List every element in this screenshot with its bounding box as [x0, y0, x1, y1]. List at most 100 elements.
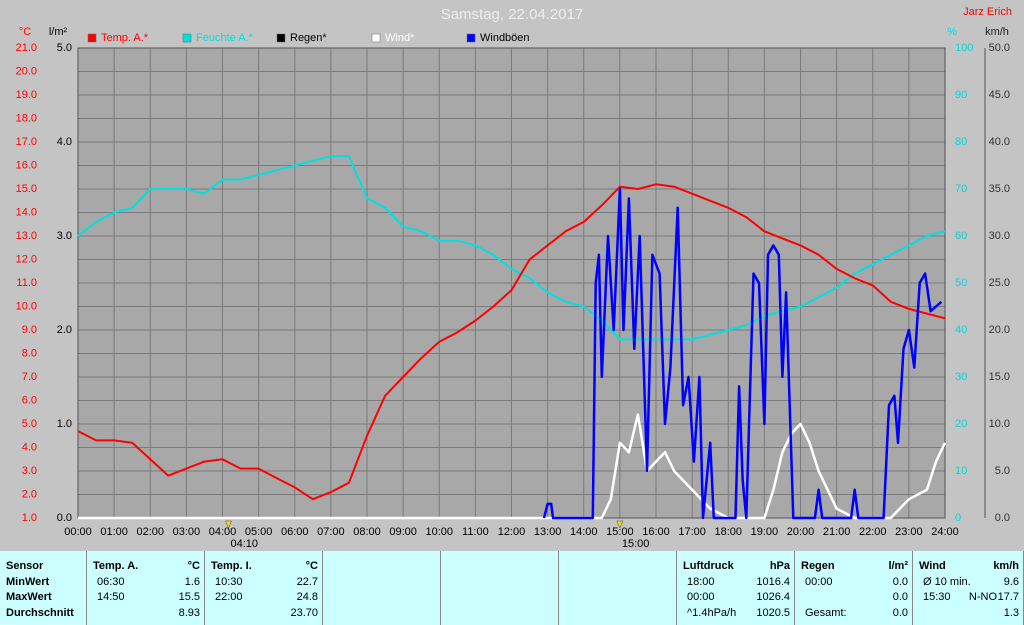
y4-tick-label: 10.0	[989, 418, 1010, 430]
x-tick-label: 06:00	[281, 526, 309, 538]
y4-tick-label: 50.0	[989, 42, 1010, 54]
y-tick-label: 3.0	[22, 465, 37, 477]
legend-label: Temp. A.*	[101, 32, 149, 44]
table-column: Temp. I. °C 10:30 22.7 22:00 24.8 23.70	[205, 551, 323, 625]
cell-label: 22:00	[215, 591, 243, 603]
table-column	[323, 551, 441, 625]
y4-tick-label: 20.0	[989, 324, 1010, 336]
cell-value: 0.0	[892, 576, 908, 588]
series-line	[77, 155, 946, 341]
y4-tick-label: 40.0	[989, 136, 1010, 148]
legend-swatch	[276, 33, 286, 43]
column-unit: km/h	[993, 560, 1019, 572]
cell-label: 15:30	[923, 591, 951, 603]
x-tick-label: 24:00	[931, 526, 959, 538]
y3-tick-label: 0	[955, 512, 961, 524]
chart-title: Samstag, 22.04.2017	[441, 6, 584, 23]
y3-tick-label: 30	[955, 371, 967, 383]
y-tick-label: 8.0	[22, 347, 37, 359]
marker-label: 04:10	[231, 538, 259, 550]
cell-value: 0.0	[892, 591, 908, 603]
cell-label: Gesamt:	[805, 607, 847, 619]
y-tick-label: 17.0	[16, 136, 37, 148]
y-tick-label: 16.0	[16, 159, 37, 171]
cell-value: 1.6	[184, 576, 200, 588]
y3-tick-label: 80	[955, 136, 967, 148]
x-tick-label: 10:00	[425, 526, 453, 538]
y3-tick-label: 100	[955, 42, 973, 54]
y2-tick-label: 0.0	[57, 512, 72, 524]
x-tick-label: 04:00	[209, 526, 237, 538]
series-line	[542, 187, 943, 520]
y3-tick-label: 20	[955, 418, 967, 430]
y3-tick-label: 60	[955, 230, 967, 242]
table-column: Regen l/m² 00:00 0.0 0.0 Gesamt: 0.0	[795, 551, 913, 625]
y2-tick-label: 1.0	[57, 418, 72, 430]
row-label: MinWert	[6, 576, 50, 588]
legend-label: Windböen	[480, 32, 530, 44]
y-tick-label: 7.0	[22, 371, 37, 383]
table-column	[441, 551, 559, 625]
marker-label: 15:00	[622, 538, 650, 550]
y3-tick-label: 50	[955, 277, 967, 289]
column-header: Sensor	[6, 560, 44, 572]
x-tick-label: 05:00	[245, 526, 273, 538]
y-tick-label: 21.0	[16, 42, 37, 54]
chart: Samstag, 22.04.2017 Jarz Erich °C l/m² %…	[16, 6, 1012, 550]
x-tick-label: 21:00	[823, 526, 851, 538]
column-header: Temp. I.	[211, 560, 252, 572]
y4-tick-label: 35.0	[989, 183, 1010, 195]
x-tick-label: 11:00	[462, 526, 489, 538]
cell-value: 23.70	[290, 607, 318, 619]
table-column: Wind km/h Ø 10 min. 9.6 15:30 N-NO 17.7 1.3	[913, 551, 1024, 625]
table-column: Luftdruck hPa 18:00 1016.4 00:00 1026.4 ^1.4hP…	[677, 551, 795, 625]
y4-unit: km/h	[985, 26, 1009, 38]
y-tick-label: 2.0	[22, 488, 37, 500]
y-tick-label: 9.0	[22, 324, 37, 336]
table-column: Sensor MinWert MaxWert Durchschnitt	[0, 551, 87, 625]
x-tick-label: 09:00	[389, 526, 417, 538]
x-tick-label: 13:00	[534, 526, 562, 538]
y2-tick-label: 4.0	[57, 136, 72, 148]
y-unit: °C	[19, 26, 31, 38]
y-tick-label: 13.0	[16, 230, 37, 242]
marker-icon	[616, 520, 624, 529]
y-tick-label: 11.0	[16, 277, 37, 289]
table-column: Temp. A. °C 06:30 1.6 14:50 15.5 8.93	[87, 551, 205, 625]
x-tick-label: 08:00	[353, 526, 381, 538]
cell-label: 00:00	[687, 591, 715, 603]
y4-tick-label: 30.0	[989, 230, 1010, 242]
table-column	[559, 551, 677, 625]
x-tick-label: 20:00	[787, 526, 815, 538]
column-header: Temp. A.	[93, 560, 139, 572]
y4-tick-label: 15.0	[989, 371, 1010, 383]
cell-value: 1020.5	[756, 607, 790, 619]
y3-unit: %	[947, 26, 957, 38]
y2-tick-label: 2.0	[57, 324, 72, 336]
y4-tick-label: 0.0	[995, 512, 1010, 524]
legend-label: Wind*	[385, 32, 415, 44]
x-tick-label: 02:00	[136, 526, 164, 538]
legend-label: Feuchte A.*	[196, 32, 254, 44]
author: Jarz Erich	[963, 6, 1012, 18]
cell-value: 24.8	[296, 591, 318, 603]
column-header: Luftdruck	[683, 560, 734, 572]
y2-tick-label: 3.0	[57, 230, 72, 242]
column-unit: °C	[305, 560, 318, 572]
y-tick-label: 20.0	[16, 65, 37, 77]
legend-swatch	[371, 33, 381, 43]
x-tick-label: 18:00	[714, 526, 742, 538]
y-tick-label: 10.0	[16, 300, 37, 312]
cell-label: 14:50	[97, 591, 125, 603]
legend-label: Regen*	[290, 32, 327, 44]
column-unit: hPa	[769, 560, 790, 572]
column-unit: l/m²	[888, 560, 908, 572]
cell-value: 1026.4	[756, 591, 790, 603]
y2-tick-label: 5.0	[57, 42, 72, 54]
series-line	[78, 413, 947, 520]
y-tick-label: 19.0	[16, 89, 37, 101]
marker-icon	[225, 520, 232, 529]
cell-extra: N-NO	[968, 591, 997, 603]
x-tick-label: 16:00	[642, 526, 670, 538]
